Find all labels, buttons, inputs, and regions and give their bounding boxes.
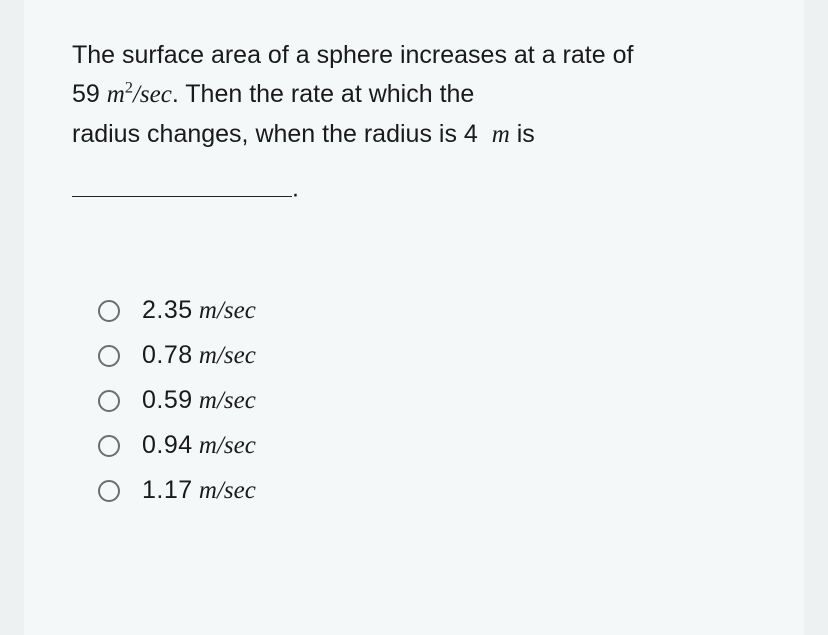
option-unit: m/sec: [199, 342, 256, 369]
option-label: 0.59 m/sec: [142, 386, 256, 415]
option-value: 0.94: [142, 431, 193, 459]
option-1[interactable]: 0.78 m/sec: [98, 341, 756, 370]
option-3[interactable]: 0.94 m/sec: [98, 431, 756, 460]
q-radius-value: 4: [464, 120, 478, 148]
option-unit: m/sec: [199, 387, 256, 414]
q-line1: The surface area of a sphere increases a…: [72, 41, 633, 69]
radio-icon[interactable]: [98, 480, 120, 502]
q-line3-post: is: [510, 120, 535, 148]
q-line3-pre: radius changes, when the radius is: [72, 120, 464, 148]
option-value: 2.35: [142, 296, 193, 324]
radio-icon[interactable]: [98, 300, 120, 322]
answer-blank: [72, 170, 292, 196]
radio-icon[interactable]: [98, 390, 120, 412]
q-rate-value: 59: [72, 80, 100, 108]
option-label: 1.17 m/sec: [142, 476, 256, 505]
option-4[interactable]: 1.17 m/sec: [98, 476, 756, 505]
option-unit: m/sec: [199, 297, 256, 324]
q-rate-unit: m2/sec: [107, 81, 172, 108]
question-text: The surface area of a sphere increases a…: [72, 36, 756, 208]
question-card: The surface area of a sphere increases a…: [24, 0, 804, 635]
q-radius-unit: m: [492, 121, 510, 148]
option-label: 0.78 m/sec: [142, 341, 256, 370]
option-unit: m/sec: [199, 432, 256, 459]
option-unit: m/sec: [199, 477, 256, 504]
option-label: 0.94 m/sec: [142, 431, 256, 460]
option-label: 2.35 m/sec: [142, 296, 256, 325]
q-line2-mid: . Then the rate at which the: [172, 80, 475, 108]
option-2[interactable]: 0.59 m/sec: [98, 386, 756, 415]
radio-icon[interactable]: [98, 435, 120, 457]
option-0[interactable]: 2.35 m/sec: [98, 296, 756, 325]
option-value: 0.78: [142, 341, 193, 369]
blank-suffix: .: [292, 175, 299, 203]
options-list: 2.35 m/sec 0.78 m/sec 0.59 m/sec 0.94 m/…: [72, 296, 756, 505]
option-value: 1.17: [142, 476, 193, 504]
radio-icon[interactable]: [98, 345, 120, 367]
option-value: 0.59: [142, 386, 193, 414]
